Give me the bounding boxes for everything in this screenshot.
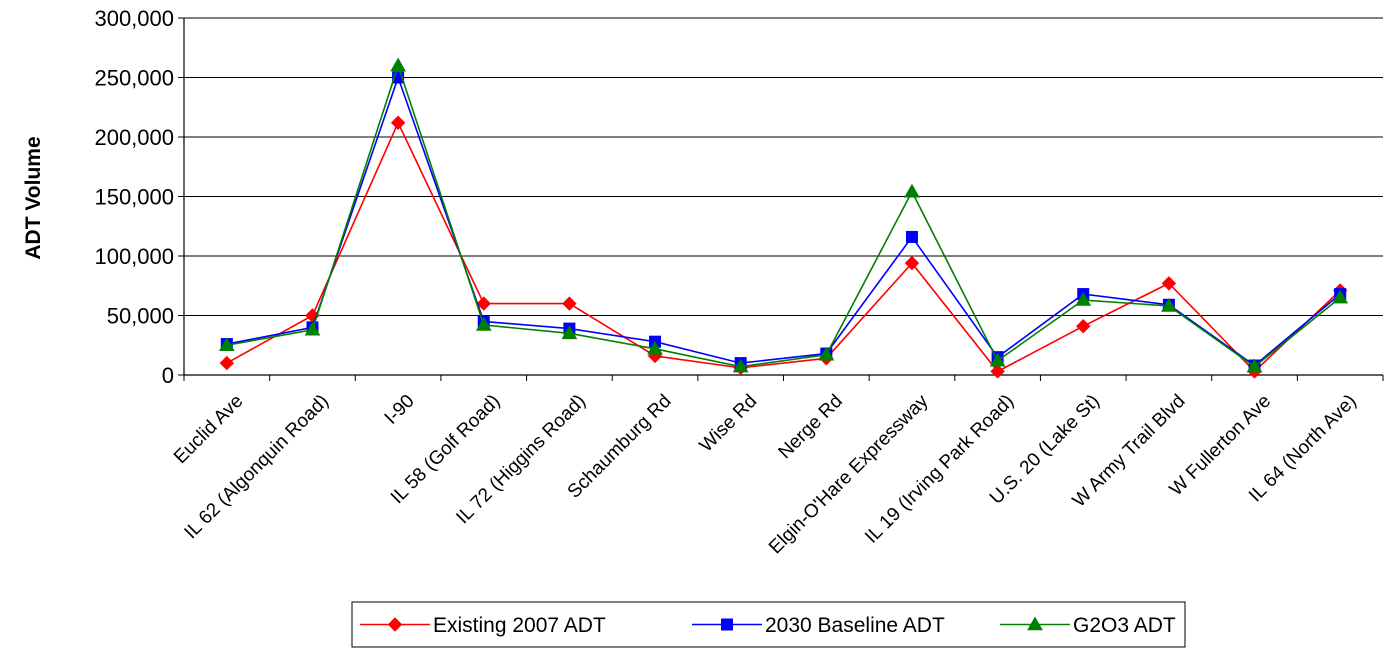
data-point bbox=[218, 337, 235, 351]
y-axis-title: ADT Volume bbox=[22, 136, 45, 259]
y-tick-label: 150,000 bbox=[94, 185, 174, 210]
legend-marker bbox=[387, 617, 403, 632]
x-tick-label: IL 62 (Algonquin Road) bbox=[181, 391, 334, 544]
legend: Existing 2007 ADT 2030 Baseline ADT G2O3 A… bbox=[351, 601, 1186, 648]
legend-label: G2O3 ADT bbox=[1073, 614, 1176, 637]
data-point bbox=[304, 321, 321, 336]
data-point bbox=[732, 358, 749, 373]
series-line bbox=[226, 63, 1341, 368]
legend-entry: 2030 Baseline ADT bbox=[692, 614, 945, 637]
y-tick-label: 50,000 bbox=[107, 304, 174, 329]
data-point bbox=[905, 230, 918, 243]
y-tick-label: 200,000 bbox=[94, 125, 174, 150]
y-tick-label: 250,000 bbox=[94, 66, 174, 91]
data-point bbox=[392, 71, 405, 84]
y-tick-label: 0 bbox=[162, 363, 174, 388]
x-tick-label: I-90 bbox=[381, 391, 419, 429]
data-point bbox=[476, 296, 491, 311]
x-tick-label: Nerge Rd bbox=[775, 391, 847, 463]
series-group bbox=[218, 57, 1349, 379]
data-point bbox=[219, 355, 235, 371]
x-tick-label: Euclid Ave bbox=[170, 391, 247, 468]
data-point bbox=[1246, 358, 1263, 373]
series-line bbox=[226, 120, 1341, 373]
data-point bbox=[561, 325, 578, 340]
data-point bbox=[1161, 276, 1177, 291]
data-point bbox=[1332, 289, 1349, 304]
series-1 bbox=[220, 71, 1347, 372]
legend-marker bbox=[721, 618, 733, 631]
legend-label: 2030 Baseline ADT bbox=[765, 614, 945, 637]
data-point bbox=[390, 57, 406, 72]
data-point bbox=[989, 352, 1006, 367]
legend-entry: Existing 2007 ADT bbox=[360, 614, 606, 637]
x-tick-label: Elgin-O'Hare Expressway bbox=[765, 390, 933, 558]
y-tick-label: 300,000 bbox=[94, 6, 174, 31]
axes bbox=[178, 17, 1384, 381]
legend-label: Existing 2007 ADT bbox=[433, 614, 606, 637]
data-point bbox=[390, 115, 406, 130]
y-tick-labels: 0 50,000 100,000 150,000 200,000 250,000 300,0… bbox=[94, 6, 174, 388]
legend-entry: G2O3 ADT bbox=[1000, 614, 1176, 637]
x-tick-label: Wise Rd bbox=[696, 391, 762, 457]
data-point bbox=[647, 340, 663, 355]
x-tick-label: IL 19 (Irving Park Road) bbox=[861, 391, 1018, 548]
data-point bbox=[475, 317, 492, 331]
legend-marker bbox=[1027, 616, 1043, 631]
series-line bbox=[226, 75, 1341, 367]
data-point bbox=[1075, 292, 1092, 306]
gridlines bbox=[184, 17, 1383, 316]
series-0 bbox=[219, 115, 1348, 379]
data-point bbox=[990, 364, 1005, 379]
data-point bbox=[562, 296, 577, 311]
data-point bbox=[1076, 319, 1091, 334]
y-tick-label: 100,000 bbox=[94, 244, 174, 269]
series-2 bbox=[218, 57, 1349, 373]
data-point bbox=[904, 183, 920, 198]
data-point bbox=[818, 346, 835, 361]
data-point bbox=[1161, 297, 1177, 312]
data-point bbox=[904, 255, 920, 271]
